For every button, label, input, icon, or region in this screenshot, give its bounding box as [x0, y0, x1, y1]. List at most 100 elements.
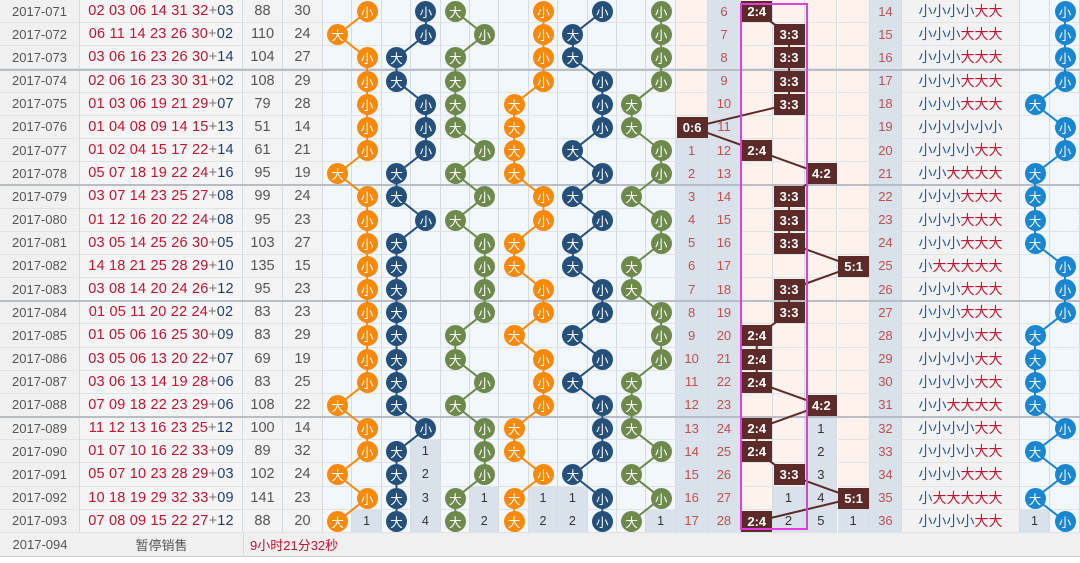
- ratio-miss-count: 2: [805, 440, 838, 464]
- position-cell: [587, 23, 617, 47]
- position-3-ball: 大: [444, 487, 466, 509]
- position-cell: [323, 0, 353, 24]
- sum-value: 79: [243, 92, 283, 116]
- position-1-ball: 小: [356, 47, 378, 69]
- position-cell: [558, 301, 588, 325]
- position-cell: [499, 463, 529, 487]
- position-cell: [499, 347, 529, 371]
- position-4-ball: 大: [503, 418, 525, 440]
- red-balls: 10 18 19 29 32 33: [88, 489, 209, 506]
- draw-numbers: 06 11 14 23 26 30 +02: [80, 23, 243, 47]
- ratio-box: 3:3: [773, 47, 805, 69]
- position-6-ball: 大: [621, 279, 643, 301]
- position-2-ball: 大: [386, 441, 407, 463]
- position-6-ball: 大: [621, 371, 643, 393]
- sum-value: 95: [243, 208, 283, 232]
- position-2-ball: 大: [386, 371, 407, 393]
- draw-numbers: 01 12 16 20 22 24 +08: [80, 208, 243, 232]
- ratio-miss-count: 14: [676, 440, 709, 464]
- ratio-cell: [837, 92, 870, 116]
- position-4-ball: 大: [503, 93, 525, 115]
- issue-number: 2017-079: [0, 185, 80, 209]
- position-5-ball: 大: [562, 371, 584, 393]
- red-balls: 02 03 06 14 31 32: [88, 3, 209, 20]
- position-5-ball: 大: [562, 325, 584, 347]
- ratio-cell: [837, 347, 870, 371]
- issue-number: 2017-078: [0, 162, 80, 186]
- position-cell: [440, 23, 470, 47]
- position-cell: [499, 208, 529, 232]
- ratio-box: 2:4: [741, 140, 773, 162]
- position-3-ball: 大: [444, 163, 466, 185]
- ratio-miss-count: 1: [805, 417, 838, 441]
- draw-numbers: 01 07 10 16 22 33 +09: [80, 440, 243, 464]
- position-1-ball: 小: [356, 70, 378, 92]
- position-1-ball: 小: [356, 348, 378, 370]
- ratio-cell: [740, 69, 773, 93]
- ratio-cell: [805, 139, 838, 163]
- draw-numbers: 03 05 14 25 26 30 +05: [80, 231, 243, 255]
- group-separator: [0, 68, 1080, 71]
- blue-ball: 12: [216, 420, 234, 437]
- position-cell: [381, 139, 412, 163]
- position-cell: [528, 324, 559, 348]
- position-cell: [587, 185, 617, 209]
- ratio-cell: [772, 347, 806, 371]
- position-4-ball: 小: [533, 464, 554, 486]
- special-size-ball: 小: [1054, 279, 1076, 301]
- ratio-box: 2:4: [741, 441, 773, 463]
- ratio-box: 3:3: [773, 209, 805, 231]
- position-6-ball: 小: [650, 47, 672, 69]
- position-4-ball: 小: [533, 1, 554, 23]
- blue-ball: 12: [217, 281, 234, 298]
- blue-ball: 03: [217, 466, 234, 483]
- position-1-ball: 大: [327, 163, 349, 185]
- position-5-ball: 小: [591, 163, 613, 185]
- ratio-cell: [837, 69, 870, 93]
- position-5-ball: 大: [562, 186, 584, 208]
- position-3-ball: 小: [474, 24, 496, 46]
- ratio-cell: [805, 347, 838, 371]
- position-cell: [587, 463, 617, 487]
- issue-number: 2017-082: [0, 254, 80, 279]
- position-1-ball: 小: [356, 487, 378, 509]
- position-4-ball: 大: [503, 325, 525, 347]
- next-issue-row: 2017-094 暂停销售 9小时21分32秒: [0, 533, 1080, 557]
- position-5-ball: 小: [591, 348, 613, 370]
- position-cell: [587, 231, 617, 255]
- special-size-ball: 大: [1024, 487, 1046, 509]
- position-cell: [323, 301, 353, 325]
- countdown: 9小时21分32秒: [250, 538, 339, 553]
- ratio-box: 5:1: [838, 255, 870, 277]
- miss-count: 2: [558, 509, 588, 533]
- special-size-ball: 小: [1054, 1, 1076, 23]
- position-1-ball: 小: [356, 371, 378, 393]
- ratio-cell: [772, 115, 806, 139]
- ratio-box: 2:4: [741, 510, 773, 532]
- issue-number: 2017-072: [0, 23, 80, 47]
- position-2-ball: 大: [386, 302, 407, 324]
- position-4-ball: 小: [533, 394, 554, 416]
- special-size-ball: 小: [1054, 140, 1076, 162]
- size-pattern: 小小小大大大: [902, 23, 1020, 47]
- span-value: 20: [283, 509, 323, 533]
- issue-number: 2017-087: [0, 370, 80, 394]
- red-balls: 01 12 16 20 22 24: [88, 211, 209, 228]
- sum-value: 88: [243, 0, 283, 24]
- draw-numbers: 01 03 06 19 21 29 +07: [80, 92, 243, 116]
- sum-value: 110: [243, 23, 283, 47]
- size-pattern: 小小大大大大: [902, 162, 1020, 186]
- sum-value: 102: [243, 463, 283, 487]
- position-cell: [440, 370, 470, 394]
- sum-value: 83: [243, 324, 283, 348]
- red-balls: 07 09 18 22 23 29: [88, 396, 209, 413]
- special-size-ball: 小: [1054, 47, 1076, 69]
- position-cell: [499, 370, 529, 394]
- draw-numbers: 05 07 10 23 28 29 +03: [80, 463, 243, 487]
- ratio-miss-count: 3: [676, 185, 709, 209]
- miss-count: 1: [411, 440, 441, 464]
- position-cell: [617, 301, 647, 325]
- size-pattern: 小小小大大大: [902, 46, 1020, 70]
- ratio-cell: [837, 23, 870, 47]
